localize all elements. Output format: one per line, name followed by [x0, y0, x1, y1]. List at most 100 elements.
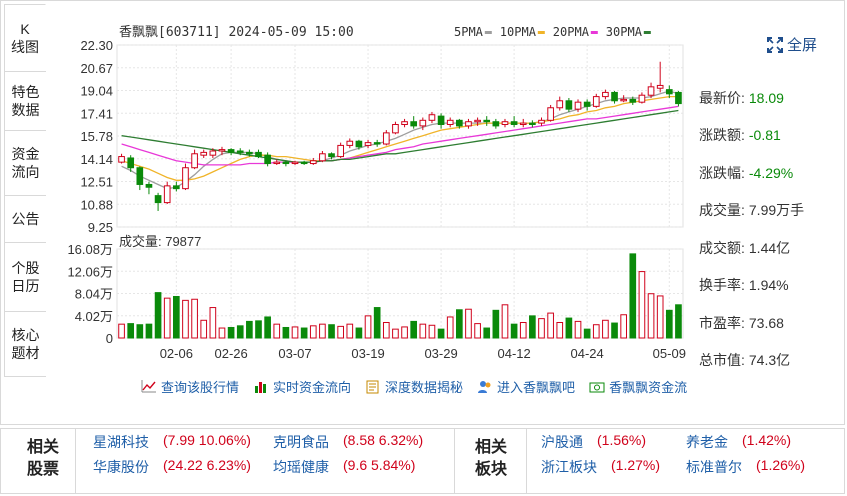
stat-row: 涨跌幅: -4.29% — [699, 154, 839, 192]
related-item[interactable]: 均瑶健康 (9.6 5.84%) — [273, 457, 415, 477]
volume-bar — [273, 323, 281, 339]
volume-bar — [465, 308, 472, 339]
candle — [255, 149, 262, 158]
quick-link-2[interactable]: 深度数据揭秘 — [365, 377, 463, 396]
candle — [401, 118, 408, 128]
volume-bar — [656, 295, 664, 339]
candle — [218, 146, 226, 156]
related-name[interactable]: 浙江板块 — [541, 459, 597, 475]
stat-label: 换手率: — [699, 277, 745, 294]
candle — [182, 163, 189, 191]
stat-row: 涨跌额: -0.81 — [699, 117, 839, 155]
volume-bar — [346, 323, 354, 339]
related-name[interactable]: 养老金 — [686, 434, 728, 450]
related-item[interactable]: 沪股通 (1.56%) — [541, 432, 646, 452]
volume-bar — [529, 315, 536, 339]
stat-row: 成交额: 1.44亿 — [699, 229, 839, 267]
related-item[interactable]: 克明食品 (8.58 6.32%) — [273, 432, 423, 452]
candle — [437, 113, 445, 129]
candle — [163, 181, 171, 204]
volume-bar — [255, 320, 262, 339]
stat-value: 73.68 — [748, 314, 784, 331]
volume-bar — [547, 312, 554, 339]
related-stocks-title: 相关 股票 — [26, 439, 59, 478]
legend-label: 5PMA — [454, 25, 484, 39]
price-tick-label: 12.51 — [80, 175, 113, 190]
candle — [337, 142, 344, 158]
price-tick-label: 17.41 — [80, 106, 113, 121]
volume-bar — [136, 324, 144, 339]
candle — [620, 95, 627, 103]
candle — [328, 152, 335, 160]
kline-chart[interactable]: 香飘飘[603711] 2024-05-09 15:00 5PMA 10PMA 20P… — [49, 5, 694, 365]
quick-link-1[interactable]: 实时资金流向 — [253, 377, 351, 396]
x-tick-label: 03-07 — [278, 346, 311, 361]
stat-value: -4.29% — [748, 164, 794, 181]
tab-0[interactable]: K 线图 — [4, 4, 46, 72]
candle — [309, 157, 317, 165]
candle — [501, 118, 509, 128]
ma-line-ma5 — [121, 90, 679, 190]
candle — [127, 155, 135, 172]
tab-3[interactable]: 公告 — [4, 195, 46, 243]
volume-bar — [328, 324, 335, 339]
volume-bar — [154, 292, 162, 339]
candle — [145, 181, 153, 195]
related-name[interactable]: 沪股通 — [541, 434, 583, 450]
quick-link-4[interactable]: 香飘飘资金流 — [589, 377, 687, 396]
candle — [273, 159, 281, 165]
related-item[interactable]: 星湖科技 (7.99 10.06%) — [93, 432, 251, 452]
volume-tick-label: 16.08万 — [67, 242, 113, 257]
related-item[interactable]: 养老金 (1.42%) — [686, 432, 791, 452]
volume-bar — [401, 326, 408, 339]
x-tick-label: 05-09 — [653, 346, 686, 361]
candle — [483, 116, 491, 126]
stat-row: 总市值: 74.3亿 — [699, 342, 839, 380]
price-tick-label: 15.78 — [80, 129, 113, 144]
price-tick-label: 19.04 — [80, 84, 113, 99]
legend-label: 10PMA — [500, 25, 537, 39]
volume-bar — [300, 327, 308, 339]
tab-4[interactable]: 个股 日历 — [4, 242, 46, 312]
volume-bar — [218, 327, 226, 339]
volume-bar — [446, 316, 454, 339]
stat-label: 涨跌额: — [699, 127, 745, 144]
tab-1[interactable]: 特色 数据 — [4, 71, 46, 131]
volume-bar — [437, 328, 445, 339]
related-name[interactable]: 均瑶健康 — [273, 459, 329, 475]
volume-bar — [182, 299, 189, 339]
volume-bar — [127, 323, 135, 339]
candle — [665, 85, 673, 98]
related-value: (9.6 5.84%) — [343, 457, 416, 473]
related-value: (1.27%) — [611, 457, 661, 473]
related-name[interactable]: 标准普尔 — [686, 459, 742, 475]
volume-bar — [227, 326, 235, 339]
related-name[interactable]: 华康股份 — [93, 459, 149, 475]
quick-link-label: 香飘飘资金流 — [609, 380, 688, 395]
fullscreen-button[interactable]: 全屏 — [767, 34, 817, 55]
related-item[interactable]: 浙江板块 (1.27%) — [541, 457, 660, 477]
tab-5[interactable]: 核心 题材 — [4, 311, 46, 377]
stat-value: 18.09 — [748, 89, 784, 106]
quick-link-0[interactable]: 查询该股行情 — [141, 377, 239, 396]
related-item[interactable]: 标准普尔 (1.26%) — [686, 457, 805, 477]
stat-row: 最新价: 18.09 — [699, 79, 839, 117]
candle — [236, 148, 244, 156]
tab-2[interactable]: 资金 流向 — [4, 130, 46, 196]
chart-title: 香飘飘[603711] 2024-05-09 15:00 — [119, 25, 354, 40]
related-item[interactable]: 华康股份 (24.22 6.23%) — [93, 457, 251, 477]
related-name[interactable]: 星湖科技 — [93, 434, 149, 450]
quick-link-3[interactable]: 进入香飘飘吧 — [477, 377, 575, 396]
candle — [574, 99, 582, 112]
candle — [428, 111, 436, 124]
document-icon — [366, 380, 379, 393]
candle — [118, 153, 125, 164]
volume-bar — [647, 293, 655, 339]
legend-label: 30PMA — [606, 25, 643, 39]
candle — [492, 118, 500, 129]
candle — [547, 104, 554, 122]
candle — [529, 120, 536, 128]
related-name[interactable]: 克明食品 — [273, 434, 329, 450]
users-icon — [478, 380, 491, 393]
legend-swatch — [537, 31, 545, 34]
